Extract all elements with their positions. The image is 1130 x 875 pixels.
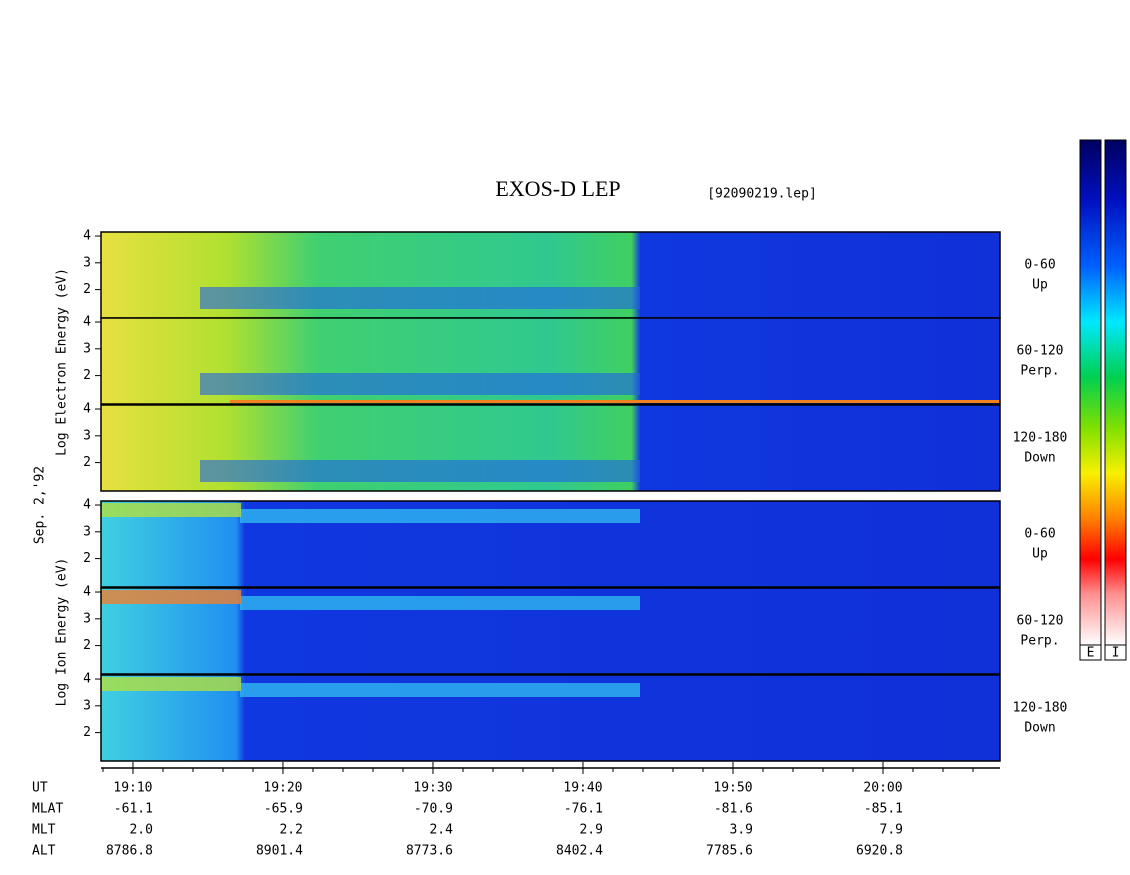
ephemeris-value: -81.6 <box>714 802 753 817</box>
y-tick-label: 2 <box>83 725 91 740</box>
x-tick-label: 19:30 <box>413 781 452 796</box>
ephemeris-name: ALT <box>32 844 56 859</box>
ephemeris-value: 2.0 <box>129 823 152 838</box>
channel-angle: 0-60 <box>1024 527 1055 542</box>
ephemeris-value: 7.9 <box>880 823 903 838</box>
y-tick-label: 2 <box>83 455 91 470</box>
ephemeris-value: -70.9 <box>414 802 453 817</box>
x-tick-label: 20:00 <box>863 781 902 796</box>
channel-angle: 60-120 <box>1017 344 1064 359</box>
ephemeris-value: 6920.8 <box>856 844 903 859</box>
channel-angle: 0-60 <box>1024 258 1055 273</box>
chart-title: EXOS-D LEP <box>495 176 620 201</box>
ephemeris-name: MLAT <box>32 802 63 817</box>
y-tick-label: 4 <box>83 672 91 687</box>
ephemeris-value: 2.2 <box>279 823 302 838</box>
y-tick-label: 4 <box>83 402 91 417</box>
y-tick-label: 2 <box>83 368 91 383</box>
panel-frame <box>100 404 1001 492</box>
panel-frame <box>100 500 1001 588</box>
panel-frame <box>100 674 1001 762</box>
ephemeris-value: -85.1 <box>864 802 903 817</box>
y-tick-label: 3 <box>83 698 91 713</box>
y-tick-label: 2 <box>83 638 91 653</box>
channel-direction: Down <box>1024 721 1055 736</box>
ion-axis-label: Log Ion Energy (eV) <box>55 558 70 707</box>
ephemeris-value: 8901.4 <box>256 844 303 859</box>
y-tick-label: 2 <box>83 551 91 566</box>
ephemeris-name: MLT <box>32 823 56 838</box>
ephemeris-value: 7785.6 <box>706 844 753 859</box>
channel-angle: 120-180 <box>1013 701 1068 716</box>
ephemeris-name: UT <box>32 781 48 796</box>
channel-direction: Down <box>1024 451 1055 466</box>
channel-direction: Up <box>1032 278 1048 293</box>
ephemeris-value: -61.1 <box>114 802 153 817</box>
spectrogram-band <box>240 596 640 610</box>
spectrogram-band <box>200 460 640 482</box>
y-tick-label: 3 <box>83 524 91 539</box>
ephemeris-value: 2.9 <box>579 823 602 838</box>
x-tick-label: 19:40 <box>563 781 602 796</box>
channel-angle: 120-180 <box>1013 431 1068 446</box>
channel-direction: Perp. <box>1020 634 1059 649</box>
spectrogram-band <box>240 509 640 523</box>
colorbar-label-box <box>1104 644 1127 661</box>
panel-frame <box>100 317 1001 405</box>
y-tick-label: 3 <box>83 341 91 356</box>
colorbar-label: E <box>1087 646 1095 661</box>
ephemeris-value: 8786.8 <box>106 844 153 859</box>
ephemeris-value: -65.9 <box>264 802 303 817</box>
y-tick-label: 4 <box>83 315 91 330</box>
colorbar-label: I <box>1112 646 1120 661</box>
colorbar-label-box <box>1079 644 1102 661</box>
electron-axis-label: Log Electron Energy (eV) <box>55 268 70 456</box>
spectrogram-band <box>200 287 640 309</box>
panel-frame <box>100 587 1001 675</box>
y-tick-label: 4 <box>83 229 91 244</box>
x-tick-label: 19:20 <box>263 781 302 796</box>
channel-angle: 60-120 <box>1017 614 1064 629</box>
channel-direction: Up <box>1032 547 1048 562</box>
y-tick-label: 3 <box>83 611 91 626</box>
ephemeris-value: -76.1 <box>564 802 603 817</box>
file-name: [92090219.lep] <box>707 187 817 202</box>
x-tick-label: 19:10 <box>113 781 152 796</box>
ephemeris-value: 2.4 <box>429 823 453 838</box>
ephemeris-value: 3.9 <box>730 823 753 838</box>
spectrogram-band <box>101 677 241 691</box>
colorbar <box>1079 139 1102 646</box>
spectrogram-band <box>101 503 241 517</box>
y-tick-label: 2 <box>83 282 91 297</box>
spectrogram-band <box>200 373 640 395</box>
date-label: Sep. 2,'92 <box>33 466 48 544</box>
spectrogram-band <box>101 590 241 604</box>
y-tick-label: 4 <box>83 585 91 600</box>
ephemeris-value: 8402.4 <box>556 844 603 859</box>
spectrogram-band <box>240 683 640 697</box>
channel-direction: Perp. <box>1020 364 1059 379</box>
y-tick-label: 3 <box>83 255 91 270</box>
y-tick-label: 4 <box>83 498 91 513</box>
ephemeris-value: 8773.6 <box>406 844 453 859</box>
x-tick-label: 19:50 <box>713 781 752 796</box>
y-tick-label: 3 <box>83 428 91 443</box>
colorbar <box>1104 139 1127 646</box>
spectrogram-band <box>230 400 1000 403</box>
